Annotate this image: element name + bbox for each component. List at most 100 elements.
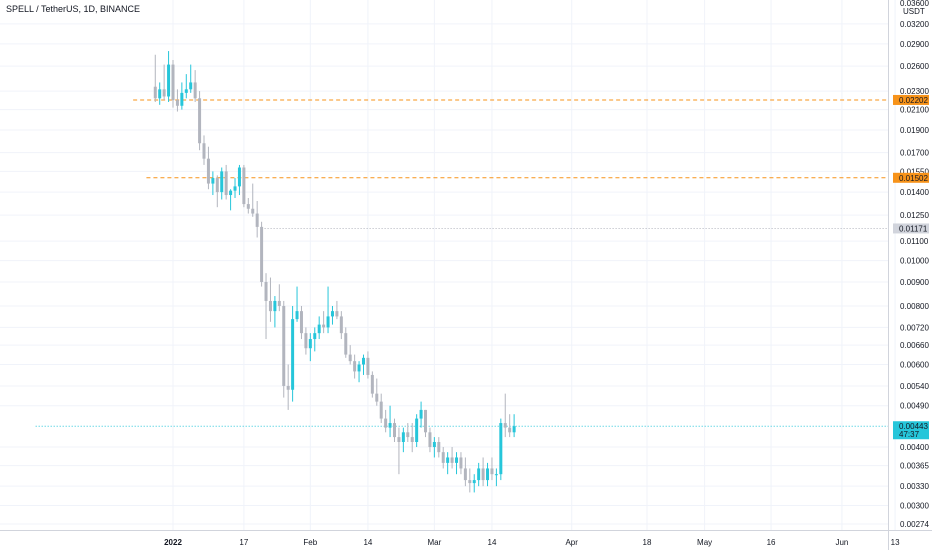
candle-body[interactable]	[344, 333, 348, 355]
candle-body[interactable]	[264, 282, 268, 301]
x-axis-tick-label: 17	[239, 538, 248, 547]
candle-body[interactable]	[366, 357, 370, 375]
candle-body[interactable]	[397, 437, 401, 442]
candle-body[interactable]	[322, 324, 326, 328]
candle-body[interactable]	[353, 361, 357, 372]
candle-body[interactable]	[419, 409, 423, 419]
candle-body[interactable]	[326, 316, 330, 328]
y-axis-tick-label: 0.00660	[900, 341, 929, 350]
candle-body[interactable]	[184, 89, 188, 93]
candle-body[interactable]	[317, 324, 321, 334]
candle-body[interactable]	[260, 226, 264, 283]
candle-body[interactable]	[313, 333, 317, 340]
candle-body[interactable]	[424, 409, 428, 433]
candle-body[interactable]	[193, 82, 197, 99]
candle-body[interactable]	[477, 468, 481, 481]
candle-body[interactable]	[171, 64, 175, 101]
y-axis-tick-label: 0.00600	[900, 361, 929, 370]
candle-body[interactable]	[167, 64, 171, 97]
x-axis-tick-label: 14	[488, 538, 497, 547]
candle-body[interactable]	[237, 167, 241, 187]
candle-body[interactable]	[357, 364, 361, 372]
x-axis-tick-label: 18	[643, 538, 652, 547]
candle-body[interactable]	[224, 171, 228, 196]
candle-body[interactable]	[468, 480, 472, 484]
candle-body[interactable]	[206, 158, 210, 184]
candle-body[interactable]	[198, 98, 202, 144]
candle-body[interactable]	[339, 316, 343, 334]
y-axis-tick-label: 0.01900	[900, 126, 929, 135]
candle-body[interactable]	[282, 305, 286, 386]
chart-title: SPELL / TetherUS, 1D, BINANCE	[6, 4, 141, 14]
candle-body[interactable]	[273, 300, 277, 312]
candle-body[interactable]	[375, 393, 379, 402]
candle-body[interactable]	[410, 437, 414, 442]
candle-body[interactable]	[379, 401, 383, 419]
candle-body[interactable]	[335, 311, 339, 317]
candle-body[interactable]	[215, 178, 219, 193]
candle-body[interactable]	[308, 339, 312, 349]
candle-body[interactable]	[242, 167, 246, 205]
candle-body[interactable]	[277, 300, 281, 306]
candle-body[interactable]	[348, 354, 352, 362]
candle-body[interactable]	[299, 311, 303, 334]
y-axis-tick-label: 0.00365	[900, 462, 929, 471]
candle-body[interactable]	[512, 426, 516, 433]
candle-body[interactable]	[158, 89, 162, 99]
candle-body[interactable]	[441, 452, 445, 463]
candle-body[interactable]	[415, 418, 419, 442]
x-axis-tick-label: Feb	[303, 538, 317, 547]
candle-body[interactable]	[255, 213, 259, 227]
candle-body[interactable]	[388, 423, 392, 428]
candle-body[interactable]	[330, 311, 334, 317]
candle-body[interactable]	[455, 457, 459, 463]
candle-body[interactable]	[370, 374, 374, 394]
y-axis-tick-label: 0.03200	[900, 20, 929, 29]
x-axis-tick-label: May	[697, 538, 712, 547]
y-axis-tick-label: 0.02100	[900, 106, 929, 115]
price-tag	[893, 223, 929, 234]
candle-body[interactable]	[406, 432, 410, 438]
candle-body[interactable]	[175, 100, 179, 106]
candle-body[interactable]	[472, 480, 476, 484]
candle-body[interactable]	[401, 432, 405, 442]
candle-body[interactable]	[384, 418, 388, 428]
candle-body[interactable]	[251, 208, 255, 214]
candle-body[interactable]	[486, 468, 490, 481]
candle-body[interactable]	[393, 423, 396, 438]
candle-body[interactable]	[450, 457, 454, 463]
candle-body[interactable]	[189, 82, 193, 90]
candle-body[interactable]	[229, 190, 233, 196]
candle-body[interactable]	[508, 427, 512, 433]
candle-body[interactable]	[291, 319, 295, 390]
candle-body[interactable]	[446, 457, 450, 463]
candle-body[interactable]	[432, 441, 436, 448]
candle-body[interactable]	[180, 92, 184, 106]
candle-body[interactable]	[361, 357, 365, 365]
candle-body[interactable]	[246, 204, 250, 209]
candle-body[interactable]	[304, 333, 308, 349]
candle-body[interactable]	[503, 423, 507, 428]
candle-body[interactable]	[437, 441, 441, 453]
candle-body[interactable]	[494, 474, 498, 476]
candle-body[interactable]	[268, 300, 272, 312]
y-axis-tick-label: 0.00800	[900, 302, 929, 311]
candle-body[interactable]	[202, 143, 206, 159]
candle-body[interactable]	[211, 178, 215, 184]
candle-body[interactable]	[463, 468, 467, 481]
candle-body[interactable]	[428, 432, 432, 448]
y-axis-tick-label: 0.00300	[900, 502, 929, 511]
candle-body[interactable]	[286, 385, 290, 390]
candle-body[interactable]	[233, 186, 237, 191]
candle-body[interactable]	[459, 457, 463, 469]
candle-body[interactable]	[220, 171, 224, 193]
candle-body[interactable]	[490, 468, 494, 475]
candle-body[interactable]	[153, 86, 157, 99]
candle-body[interactable]	[481, 468, 485, 481]
candle-body[interactable]	[162, 89, 166, 97]
candle-body[interactable]	[499, 423, 503, 475]
y-axis-tick-label: 0.01700	[900, 149, 929, 158]
candle-body[interactable]	[295, 311, 299, 320]
price-tag-label: 0.02202	[899, 96, 928, 105]
